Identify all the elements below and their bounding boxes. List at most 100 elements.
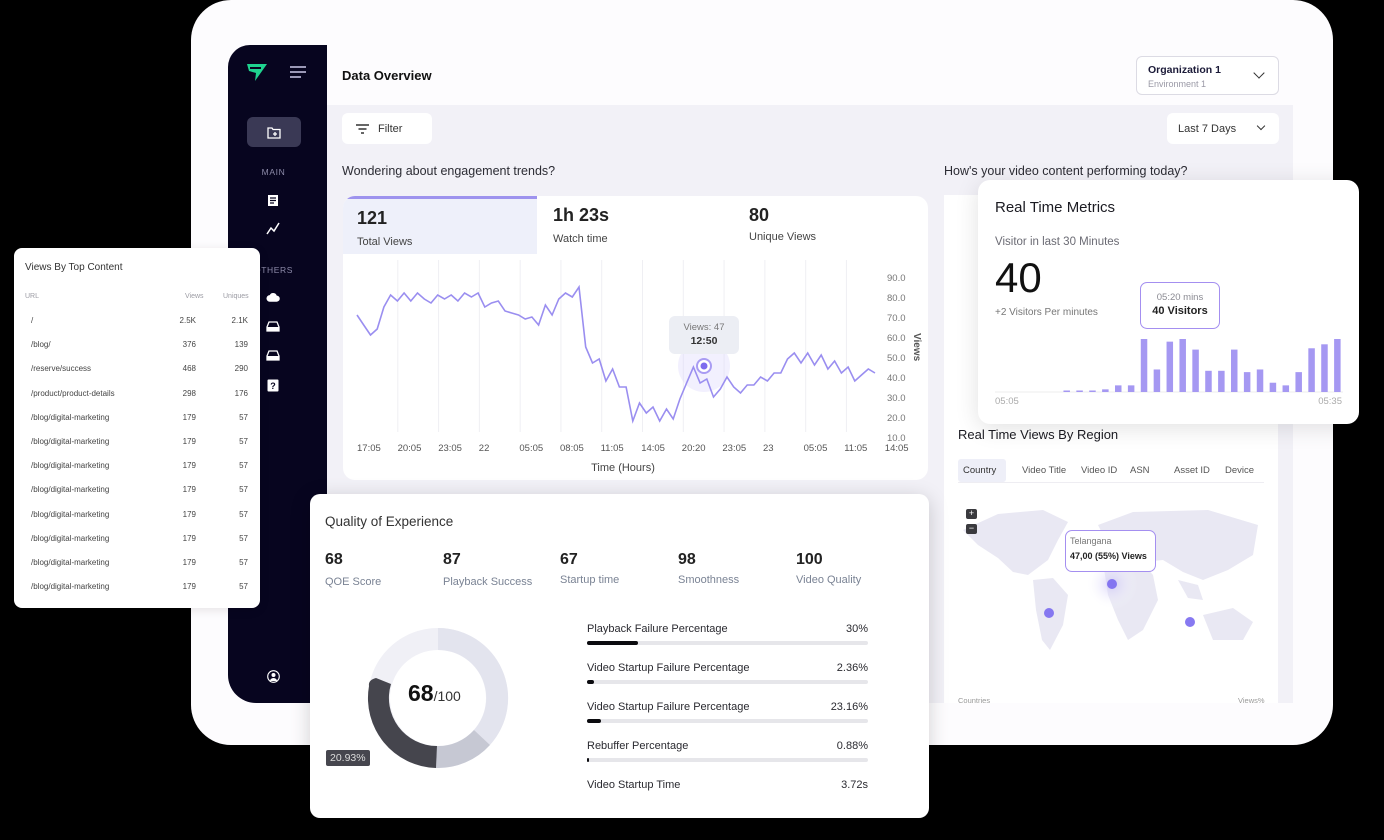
table-row[interactable]: /blog/digital-marketing 179 57	[14, 413, 260, 427]
highlighted-data-point[interactable]	[700, 362, 708, 370]
bar[interactable]	[1321, 344, 1328, 392]
filter-button[interactable]: Filter	[342, 113, 432, 144]
bar[interactable]	[1102, 389, 1109, 392]
bar[interactable]	[1179, 339, 1186, 392]
row-url: /blog/digital-marketing	[31, 509, 110, 519]
bar[interactable]	[1295, 372, 1302, 392]
bar[interactable]	[1205, 370, 1212, 392]
visitors-bar-chart[interactable]	[995, 330, 1345, 395]
map-zoom-out-button[interactable]: −	[966, 524, 977, 534]
sidebar-item-help[interactable]: ?	[266, 378, 280, 392]
row-uniques: 57	[239, 558, 248, 567]
bar[interactable]	[1269, 382, 1277, 392]
bar[interactable]	[1192, 349, 1199, 392]
svg-text:50.0: 50.0	[887, 353, 906, 364]
main-header: Data Overview Organization 1 Environment…	[327, 45, 1293, 105]
map-zoom-in-button[interactable]: +	[966, 509, 977, 519]
organization-name: Organization 1	[1148, 64, 1221, 76]
bar[interactable]	[1231, 349, 1238, 392]
bar[interactable]	[1256, 369, 1264, 392]
sidebar-profile[interactable]	[266, 669, 280, 683]
bar[interactable]	[1218, 370, 1225, 392]
row-uniques: 57	[239, 437, 248, 446]
bar[interactable]	[1063, 390, 1070, 393]
chevron-down-icon	[1256, 121, 1266, 131]
tab-unique-views[interactable]: 80 Unique Views	[735, 196, 928, 254]
row-uniques: 139	[234, 340, 248, 350]
row-views: 179	[182, 558, 196, 567]
axis-start-label: 05:05	[995, 396, 1019, 407]
table-row[interactable]: /blog/digital-marketing 179 57	[14, 534, 260, 548]
bar[interactable]	[1076, 390, 1083, 393]
stat-value: 30%	[845, 623, 868, 635]
svg-text:Time (Hours): Time (Hours)	[591, 462, 655, 474]
bar[interactable]	[1127, 385, 1135, 392]
tab-asn[interactable]: ASN	[1130, 465, 1150, 476]
table-row[interactable]: /blog/digital-marketing 179 57	[14, 558, 260, 572]
row-views: 179	[182, 461, 196, 471]
arrow-logo-icon[interactable]	[246, 62, 268, 82]
table-row[interactable]: /product/product-details 298 176	[14, 389, 260, 403]
tab-asset-id[interactable]: Asset ID	[1174, 465, 1210, 476]
bar[interactable]	[1115, 385, 1122, 392]
hamburger-menu-icon[interactable]	[290, 66, 306, 78]
tab-watch-time[interactable]: 1h 23s Watch time	[539, 196, 735, 254]
donut-segment-label: 20.93%	[326, 750, 370, 766]
bar[interactable]	[1140, 339, 1148, 392]
svg-text:30.0: 30.0	[887, 393, 906, 404]
sidebar-item-inbox-2[interactable]	[266, 348, 280, 362]
user-circle-icon	[266, 669, 280, 683]
svg-text:80.0: 80.0	[887, 293, 906, 304]
views-pct-column-header: Views%	[1238, 696, 1265, 705]
row-uniques: 2.1K	[231, 316, 248, 325]
tab-video-id[interactable]: Video ID	[1081, 465, 1118, 476]
chart-tooltip: Views: 47 12:50	[669, 316, 739, 354]
tab-video-title[interactable]: Video Title	[1022, 465, 1067, 476]
table-row[interactable]: /blog/digital-marketing 179 57	[14, 461, 260, 475]
map-marker-south-america[interactable]	[1044, 608, 1054, 618]
map-tooltip-views: 47,00 (55%) Views	[1070, 551, 1147, 561]
table-row[interactable]: /blog/376 139	[14, 340, 260, 354]
metric-playback-success: 87 Playback Success	[443, 551, 533, 588]
row-views: 376	[182, 340, 196, 350]
sidebar-item-trends[interactable]	[266, 221, 280, 235]
tab-device[interactable]: Device	[1225, 465, 1255, 476]
filter-icon	[356, 123, 369, 134]
sidebar-item-cloud[interactable]	[266, 290, 280, 304]
bar[interactable]	[1334, 339, 1341, 392]
bar[interactable]	[1089, 390, 1096, 393]
world-map[interactable]	[958, 500, 1268, 675]
table-row[interactable]: /blog/digital-marketing 179 57	[14, 582, 260, 596]
top-content-title: Views By Top Content	[25, 262, 123, 273]
column-views: Views	[185, 293, 204, 300]
bar[interactable]	[1308, 348, 1315, 392]
sidebar-item-add-folder[interactable]	[247, 117, 301, 147]
row-url: /blog/digital-marketing	[31, 485, 110, 495]
qoe-donut-chart[interactable]	[350, 624, 520, 779]
table-row[interactable]: /blog/digital-marketing 179 57	[14, 510, 260, 524]
map-marker-asia[interactable]	[1185, 617, 1195, 627]
views-line-chart[interactable]: 90.0 80.0 70.0 60.0 50.0 40.0 30.0 20.0 10.0 View…	[343, 258, 928, 480]
bar[interactable]	[1282, 385, 1290, 392]
bar[interactable]	[1243, 372, 1251, 392]
date-range-select[interactable]: Last 7 Days	[1167, 113, 1279, 144]
folder-add-icon	[267, 126, 281, 139]
table-row[interactable]: /blog/digital-marketing 179 57	[14, 485, 260, 499]
sidebar-item-inbox-1[interactable]	[266, 319, 280, 333]
tab-total-views[interactable]: 121 Total Views	[343, 196, 537, 254]
bar[interactable]	[1153, 369, 1161, 392]
table-row[interactable]: /blog/digital-marketing 179 57	[14, 437, 260, 451]
sidebar-item-report[interactable]	[266, 193, 280, 207]
bar-tooltip-time: 05:20 mins	[1156, 292, 1204, 303]
stat-name: Video Startup Time	[587, 779, 681, 791]
table-row[interactable]: /reserve/success 468 290	[14, 364, 260, 378]
organization-selector[interactable]: Organization 1 Environment 1	[1136, 56, 1279, 95]
table-row[interactable]: / 2.5K 2.1K	[14, 316, 260, 330]
row-url: /	[31, 316, 34, 325]
stat-progress-track	[587, 641, 868, 645]
tab-country[interactable]: Country	[958, 459, 1006, 482]
map-marker-europe[interactable]	[1107, 579, 1117, 589]
svg-text:?: ?	[270, 381, 276, 391]
bar[interactable]	[1166, 341, 1174, 392]
stat-progress-fill	[587, 719, 602, 723]
